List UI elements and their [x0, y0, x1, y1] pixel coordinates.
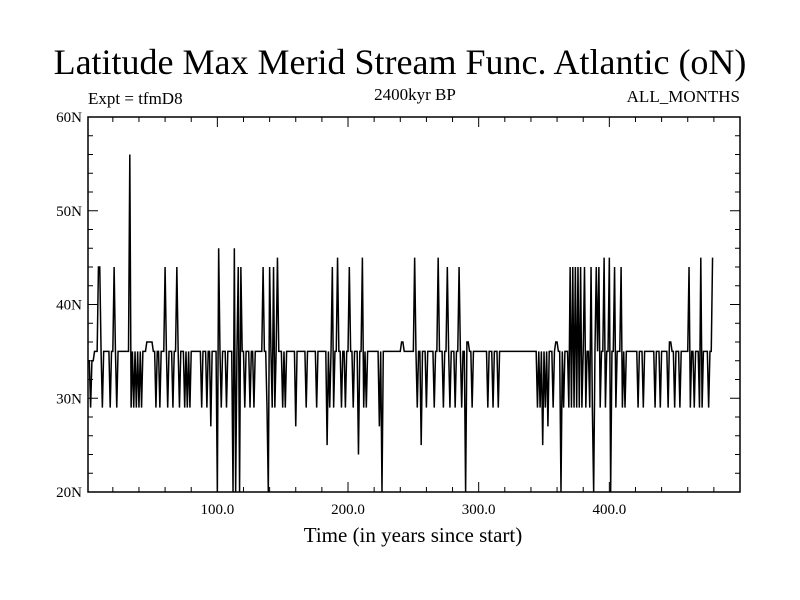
period-label: 2400kyr BP [374, 85, 456, 104]
y-tick-label: 30N [56, 391, 82, 407]
x-axis-label: Time (in years since start) [304, 523, 523, 547]
x-tick-label: 100.0 [200, 502, 234, 518]
series-line [88, 154, 714, 492]
plot-area [87, 116, 741, 493]
y-tick-label: 20N [56, 485, 82, 501]
experiment-label: Expt = tfmD8 [88, 89, 183, 108]
x-tick-label: 300.0 [462, 502, 496, 518]
y-tick-label: 40N [56, 298, 82, 314]
axis-ticks [88, 116, 740, 493]
months-label: ALL_MONTHS [626, 87, 740, 106]
axis-tick-labels: 100.0 200.0 300.0 400.0 20N 30N 40N 50N 60N [56, 110, 626, 518]
y-tick-label: 50N [56, 204, 82, 220]
y-tick-label: 60N [56, 110, 82, 126]
x-tick-label: 400.0 [592, 502, 626, 518]
x-tick-label: 200.0 [331, 502, 365, 518]
chart-title: Latitude Max Merid Stream Func. Atlantic… [53, 42, 747, 82]
